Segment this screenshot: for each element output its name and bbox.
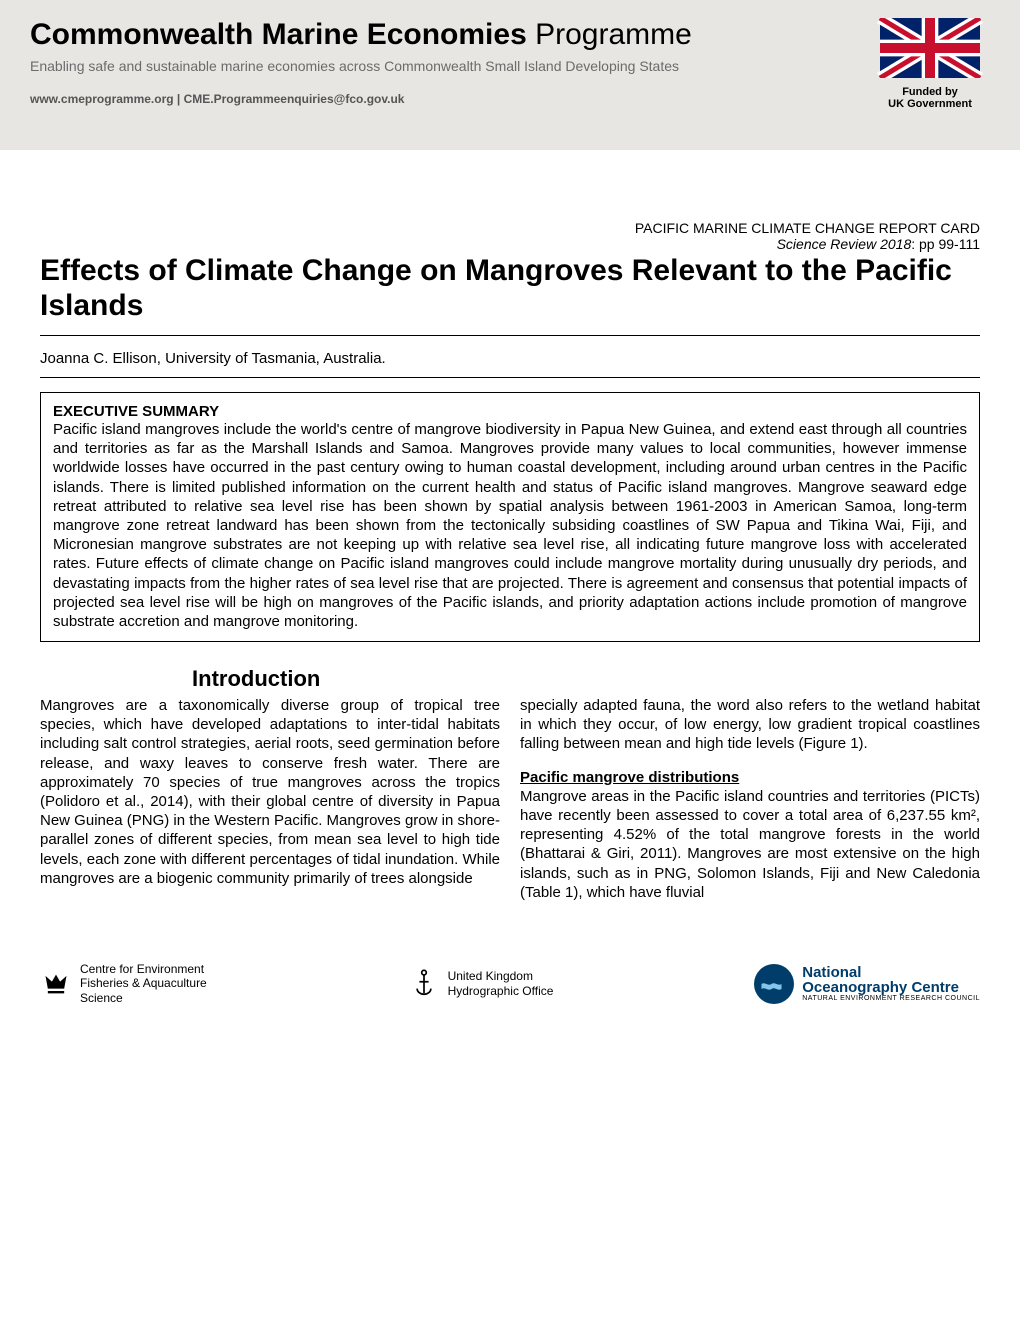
science-review-line: Science Review 2018: pp 99-111 [40, 236, 980, 252]
summary-body: Pacific island mangroves include the wor… [53, 420, 967, 631]
noc-l2: Oceanography Centre [802, 980, 980, 995]
anchor-crest-icon [408, 968, 440, 1000]
header-banner: Commonwealth Marine Economies Programme … [0, 0, 1020, 150]
rule-1 [40, 335, 980, 336]
review-italic: Science Review 2018 [777, 236, 912, 252]
noc-l1: National [802, 965, 980, 980]
flag-caption: Funded by UK Government [870, 86, 990, 110]
introduction-heading: Introduction [40, 666, 472, 692]
two-columns: Mangroves are a taxonomically diverse gr… [40, 696, 980, 902]
noc-sub: NATURAL ENVIRONMENT RESEARCH COUNCIL [802, 995, 980, 1002]
uk-flag-box: Funded by UK Government [870, 18, 990, 110]
ukho-l2: Hydrographic Office [448, 984, 554, 998]
report-card-line: PACIFIC MARINE CLIMATE CHANGE REPORT CAR… [40, 220, 980, 236]
rule-2 [40, 377, 980, 378]
intro-col2-p2: Mangrove areas in the Pacific island cou… [520, 787, 980, 902]
title-light: Programme [527, 18, 692, 51]
ukho-logo: United Kingdom Hydrographic Office [408, 968, 554, 1000]
noc-logo: National Oceanography Centre NATURAL ENV… [754, 964, 980, 1004]
cefas-l3: Science [80, 991, 123, 1005]
content-area: PACIFIC MARINE CLIMATE CHANGE REPORT CAR… [0, 220, 1020, 932]
summary-heading: EXECUTIVE SUMMARY [53, 403, 967, 420]
cefas-text: Centre for Environment Fisheries & Aquac… [80, 962, 207, 1005]
pacific-distributions-heading: Pacific mangrove distributions [520, 768, 980, 787]
programme-title: Commonwealth Marine Economies Programme [30, 18, 870, 52]
uk-flag-icon [875, 18, 985, 78]
title-bold: Commonwealth Marine Economies [30, 18, 527, 51]
cefas-l2: Fisheries & Aquaculture [80, 976, 207, 990]
report-header: PACIFIC MARINE CLIMATE CHANGE REPORT CAR… [40, 220, 980, 252]
column-left: Mangroves are a taxonomically diverse gr… [40, 696, 500, 902]
ukho-l1: United Kingdom [448, 969, 533, 983]
banner-left: Commonwealth Marine Economies Programme … [30, 18, 870, 110]
executive-summary-box: EXECUTIVE SUMMARY Pacific island mangrov… [40, 392, 980, 642]
main-title: Effects of Climate Change on Mangroves R… [40, 254, 980, 323]
cefas-logo: Centre for Environment Fisheries & Aquac… [40, 962, 207, 1005]
ukho-text: United Kingdom Hydrographic Office [448, 969, 554, 998]
noc-globe-icon [754, 964, 794, 1004]
crown-icon [40, 968, 72, 1000]
noc-text: National Oceanography Centre NATURAL ENV… [802, 965, 980, 1002]
footer: Centre for Environment Fisheries & Aquac… [0, 932, 1020, 1045]
banner-subtitle: Enabling safe and sustainable marine eco… [30, 58, 870, 74]
intro-col2-p1: specially adapted fauna, the word also r… [520, 696, 980, 754]
author: Joanna C. Ellison, University of Tasmani… [40, 350, 980, 367]
review-pages: : pp 99-111 [911, 236, 980, 252]
flag-caption-2: UK Government [888, 98, 972, 110]
flag-caption-1: Funded by [902, 86, 958, 98]
column-right: specially adapted fauna, the word also r… [520, 696, 980, 902]
banner-links: www.cmeprogramme.org | CME.Programmeenqu… [30, 92, 870, 106]
cefas-l1: Centre for Environment [80, 962, 204, 976]
intro-col1-p1: Mangroves are a taxonomically diverse gr… [40, 696, 500, 888]
